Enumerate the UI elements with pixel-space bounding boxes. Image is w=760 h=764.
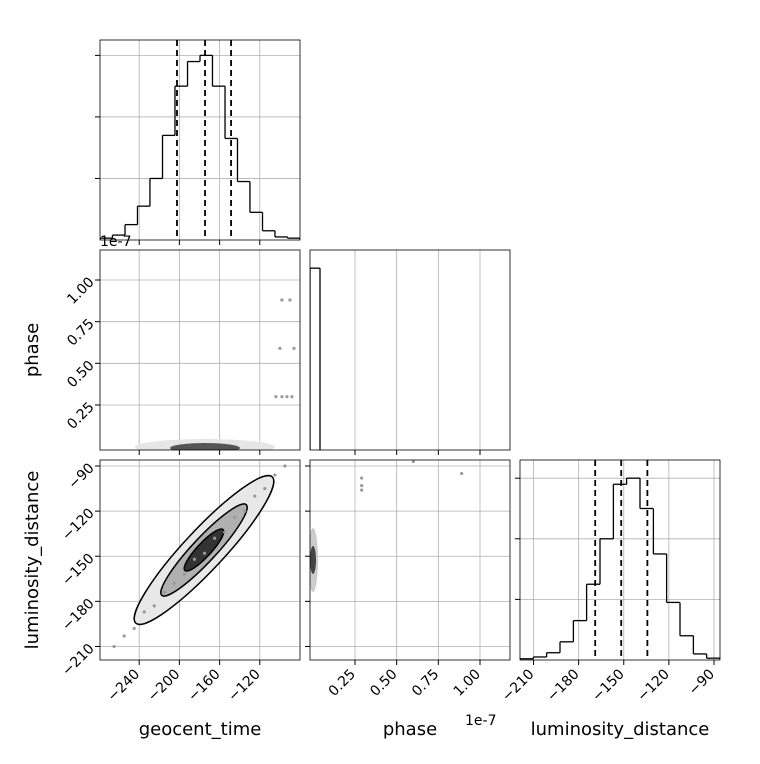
y-tick-label: −180: [59, 596, 98, 635]
sample-point: [172, 581, 176, 585]
x-tick-label: −90: [686, 666, 718, 698]
plot-area: [135, 298, 296, 450]
sample-point: [142, 610, 146, 614]
x-axis-label: phase: [383, 719, 437, 740]
sample-point: [243, 509, 247, 513]
x-tick-label: 0.50: [367, 666, 400, 699]
y-tick-label: −210: [59, 641, 98, 680]
offset-text: 1e-7: [100, 234, 131, 250]
x-tick-label: 0.75: [409, 666, 442, 699]
plot-area: [100, 40, 300, 240]
x-tick-label: −150: [589, 666, 628, 705]
panel: [95, 39, 301, 245]
sample-point: [112, 644, 116, 649]
sample-point: [152, 604, 156, 608]
sample-point: [162, 590, 166, 594]
y-tick-label: 0.75: [64, 316, 97, 349]
sample-point: [132, 626, 136, 631]
sample-point: [223, 530, 227, 534]
x-tick-label: −120: [634, 666, 673, 705]
sample-point: [360, 483, 364, 488]
sample-point: [292, 346, 296, 350]
density-contour: [170, 443, 240, 450]
y-tick-label: 0.25: [64, 399, 97, 432]
sample-point: [122, 634, 126, 638]
sample-point: [285, 395, 289, 399]
panel: −210 −180 −150 −120 −90 luminosity_distance: [499, 459, 721, 740]
panel-frame: [309, 459, 511, 661]
density-contour: [310, 546, 316, 574]
x-tick-label: 1.00: [451, 666, 484, 699]
y-axis-label: phase: [22, 323, 43, 377]
plot-area: [310, 267, 321, 450]
x-tick-label: −120: [225, 666, 264, 705]
sample-point: [192, 557, 197, 561]
sample-point: [290, 395, 294, 399]
x-tick-label: −160: [185, 666, 224, 705]
sample-point: [460, 471, 464, 476]
panel: [309, 249, 511, 455]
sample-point: [273, 473, 277, 477]
sample-point: [202, 551, 207, 555]
y-tick-label: −150: [59, 551, 98, 590]
sample-point: [283, 464, 287, 468]
panel: −240 −200 −160 −120−210−180−150−120−90geoce…: [22, 459, 301, 740]
sample-point: [182, 572, 187, 576]
x-tick-label: −180: [544, 666, 583, 705]
sample-point: [233, 515, 237, 519]
panel-frame: [519, 459, 721, 661]
x-tick-label: −240: [105, 666, 144, 705]
sample-point: [288, 298, 292, 302]
sample-point: [280, 395, 284, 399]
y-tick-label: 1.00: [64, 274, 97, 307]
sample-point: [278, 346, 282, 350]
panel-frame: [99, 249, 301, 451]
sample-point: [360, 488, 364, 492]
sample-point: [253, 494, 257, 498]
x-tick-label: −210: [499, 666, 538, 705]
y-axis-label: luminosity_distance: [22, 471, 43, 650]
panel-frame: [99, 39, 301, 241]
sample-point: [360, 476, 364, 480]
y-tick-label: −90: [65, 460, 97, 492]
panel: 0.25 0.50 0.75 1.00 phase 1e-7: [22, 234, 301, 455]
x-axis-label: geocent_time: [139, 719, 262, 740]
panel-frame: [309, 249, 511, 451]
offset-text: 1e-7: [465, 713, 496, 729]
sample-point: [263, 486, 267, 491]
plot-area: [112, 464, 287, 649]
plot-area: [310, 460, 464, 592]
sample-point: [274, 395, 278, 399]
y-tick-label: −120: [59, 505, 98, 544]
x-axis-label: luminosity_distance: [531, 719, 710, 740]
plot-area: [520, 460, 720, 660]
panel-frame: [99, 459, 301, 661]
sample-point: [411, 460, 415, 464]
sample-point: [280, 298, 284, 302]
y-tick-label: 0.50: [64, 358, 97, 391]
x-tick-label: 0.25: [326, 666, 359, 699]
sample-point: [212, 536, 217, 540]
x-tick-label: −200: [145, 666, 184, 705]
